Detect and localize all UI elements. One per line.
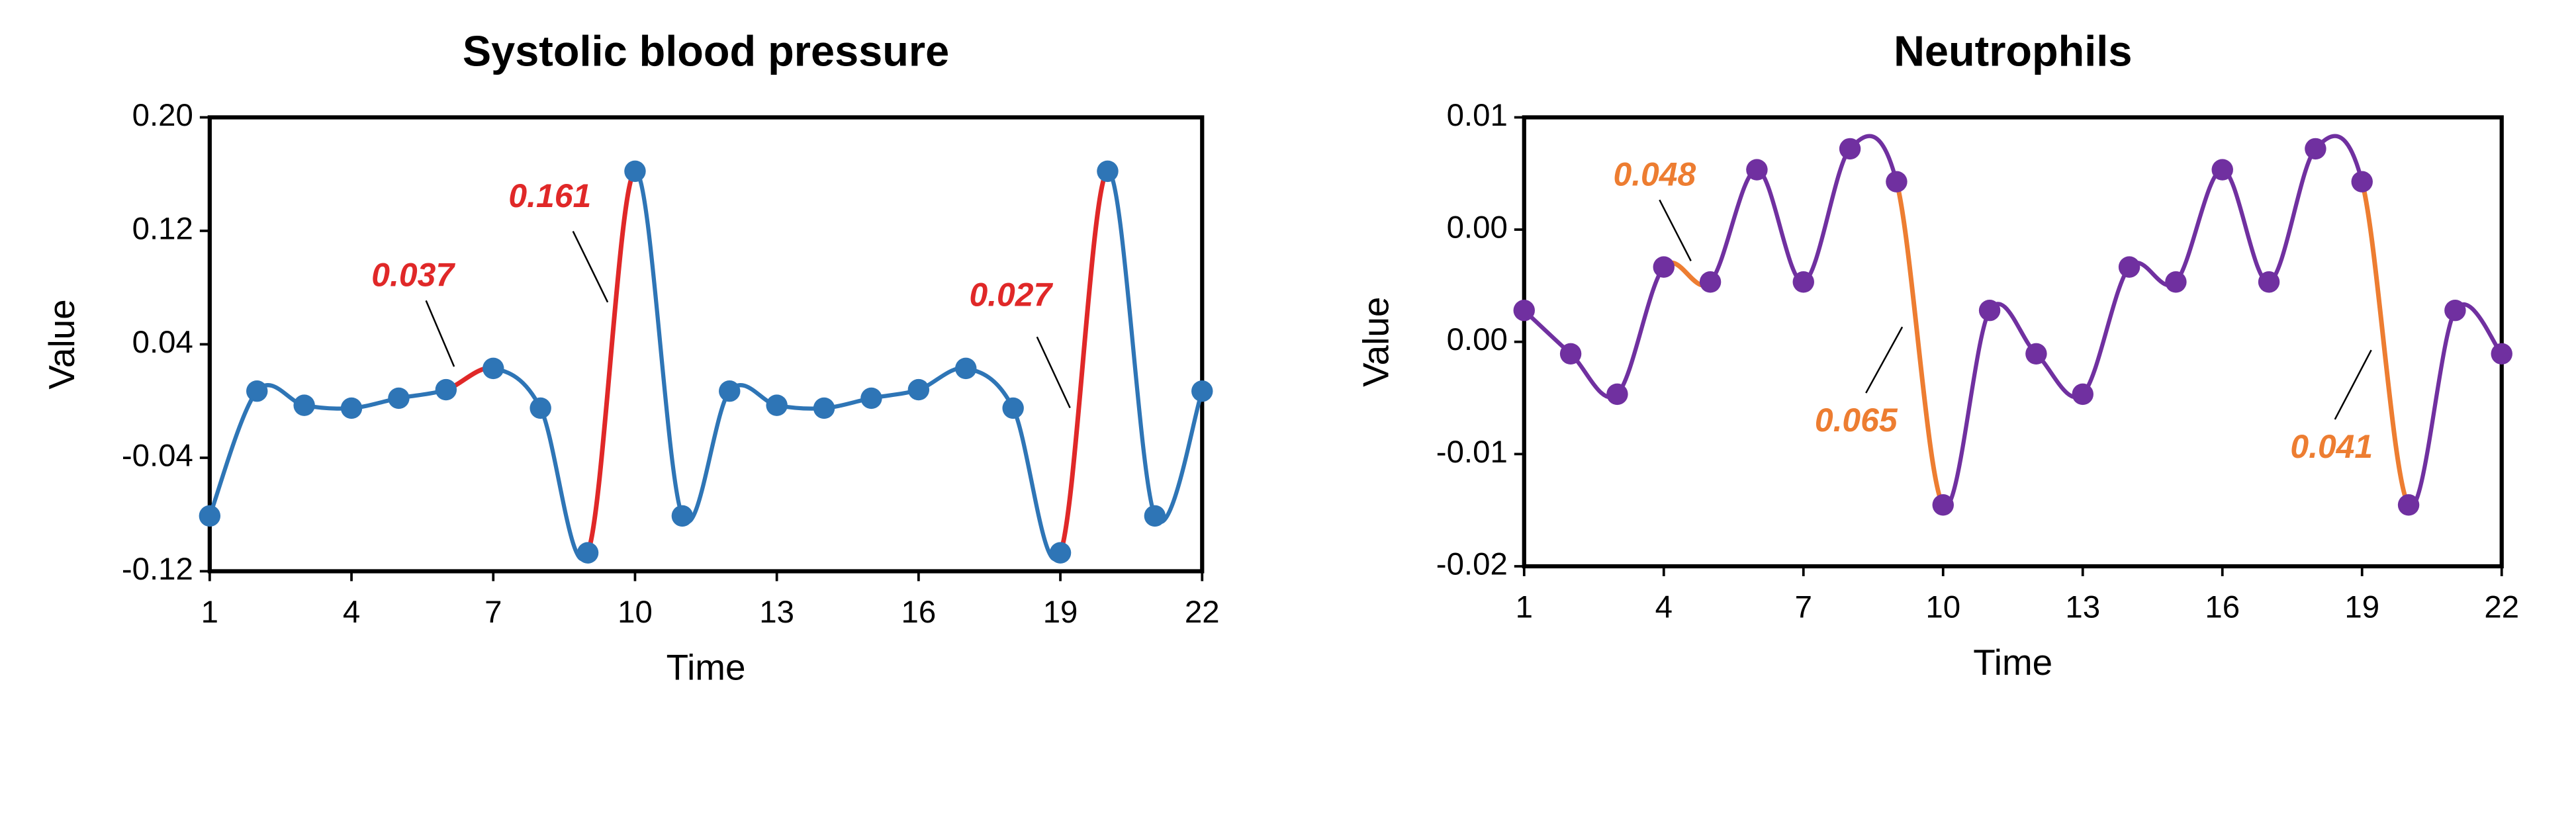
data-point <box>1559 343 1582 365</box>
x-tick-label: 22 <box>1185 595 1220 630</box>
data-point <box>199 505 221 527</box>
data-point <box>813 397 835 419</box>
y-tick-label: -0.12 <box>122 552 193 587</box>
data-point <box>1699 271 1722 293</box>
data-point <box>293 394 315 416</box>
chart-title: Neutrophils <box>1894 27 2132 75</box>
data-point <box>2305 138 2326 160</box>
data-point <box>1002 397 1024 419</box>
data-point <box>2211 159 2233 181</box>
data-point <box>2025 343 2047 365</box>
x-tick-label: 4 <box>1655 589 1673 625</box>
data-point <box>2118 256 2140 278</box>
data-point <box>1746 159 1768 181</box>
x-tick-label: 1 <box>1516 589 1533 625</box>
x-tick-label: 13 <box>2065 589 2100 625</box>
x-tick-label: 10 <box>618 595 653 630</box>
y-tick-label: 0.04 <box>132 325 193 360</box>
data-point <box>1606 383 1628 406</box>
series-line <box>207 169 1205 562</box>
y-axis-label: Value <box>41 299 82 389</box>
leader-line <box>2334 349 2372 420</box>
data-point <box>1144 505 1166 527</box>
leader-line <box>1865 326 1904 394</box>
data-point <box>576 542 599 564</box>
annotation: 0.041 <box>2290 428 2373 465</box>
leader-line <box>1659 199 1692 262</box>
data-point <box>1839 138 1861 160</box>
data-point <box>1513 299 1535 322</box>
leader-line <box>425 300 455 367</box>
data-point <box>2351 171 2373 193</box>
y-tick-label: 0.01 <box>1447 98 1508 133</box>
x-axis-label: Time <box>1973 642 2052 683</box>
annotation: 0.161 <box>508 177 591 214</box>
x-tick-label: 16 <box>901 595 937 630</box>
x-axis-label: Time <box>667 647 746 688</box>
data-point <box>2072 383 2093 406</box>
data-point <box>2165 271 2187 293</box>
y-tick-label: 0.00 <box>1447 322 1508 357</box>
data-point <box>483 357 504 380</box>
data-point <box>340 397 363 419</box>
data-point <box>1978 299 2001 322</box>
data-point <box>2258 271 2280 293</box>
data-point <box>719 380 741 402</box>
chart-title: Systolic blood pressure <box>463 27 949 75</box>
plot-frame <box>1522 115 2504 569</box>
x-tick-label: 22 <box>2484 589 2519 625</box>
x-tick-label: 7 <box>1795 589 1812 625</box>
highlight-segment <box>1058 169 1110 554</box>
data-point <box>388 387 410 409</box>
data-point <box>1191 380 1213 402</box>
x-tick-label: 16 <box>2205 589 2240 625</box>
highlight-segment <box>1894 181 1945 507</box>
y-tick-label: 0.20 <box>132 98 193 133</box>
data-point <box>2491 343 2512 365</box>
annotation: 0.065 <box>1815 402 1898 439</box>
data-point <box>1932 494 1954 516</box>
data-point <box>1049 542 1072 564</box>
annotation: 0.037 <box>371 257 455 294</box>
leader-line <box>1036 336 1071 409</box>
y-tick-label: -0.01 <box>1436 435 1508 470</box>
plot-frame <box>207 115 1205 574</box>
data-point <box>435 378 457 401</box>
data-point <box>2444 299 2466 322</box>
data-point <box>529 397 551 419</box>
x-tick-label: 19 <box>2344 589 2379 625</box>
x-tick-label: 19 <box>1043 595 1078 630</box>
highlight-segment <box>585 169 637 554</box>
data-point <box>671 505 694 527</box>
data-point <box>1653 256 1675 278</box>
y-tick-label: 0.00 <box>1447 210 1508 245</box>
data-point <box>955 357 977 380</box>
data-point <box>246 380 268 402</box>
y-tick-label: 0.12 <box>132 211 193 246</box>
data-point <box>1792 271 1814 293</box>
data-point <box>624 160 646 183</box>
leader-line <box>572 231 609 303</box>
y-tick-label: -0.02 <box>1436 547 1508 582</box>
x-tick-label: 13 <box>759 595 794 630</box>
highlight-segment <box>2360 181 2411 507</box>
x-tick-label: 4 <box>343 595 360 630</box>
data-point <box>907 378 930 401</box>
x-tick-label: 1 <box>201 595 218 630</box>
data-point <box>1097 160 1119 183</box>
data-point <box>766 394 788 416</box>
annotation: 0.048 <box>1613 155 1696 193</box>
data-point <box>860 387 882 409</box>
annotation: 0.027 <box>969 277 1053 314</box>
data-point <box>2397 494 2420 516</box>
x-tick-label: 10 <box>1925 589 1960 625</box>
x-tick-label: 7 <box>484 595 502 630</box>
data-point <box>1886 171 1908 193</box>
y-axis-label: Value <box>1356 297 1397 387</box>
y-tick-label: -0.04 <box>122 438 193 473</box>
